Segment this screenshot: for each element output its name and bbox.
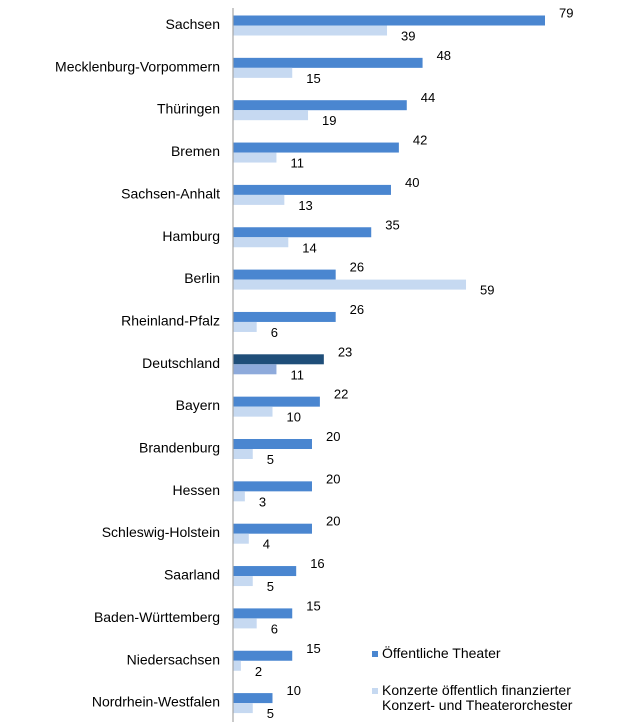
bar-sachsen-anhalt-series-2 [233,194,285,205]
bar-brandenburg-series-1 [233,439,312,449]
bar-mecklenburg-vorpommern-series-1 [233,57,423,68]
bar-bremen-series-2 [233,152,277,163]
value-label-thüringen-series-1: 44 [421,90,435,105]
value-label-hamburg-series-1: 35 [385,217,399,232]
legend-label-series-1: Öffentliche Theater [382,644,501,661]
bar-berlin-series-2 [233,279,467,290]
category-label-sachsen: Sachsen [166,16,220,32]
value-label-brandenburg-series-2: 5 [267,452,274,467]
bar-rheinland-pfalz-series-2 [233,321,257,332]
bar-deutschland-series-1 [233,354,324,365]
bar-nordrhein-westfalen-series-1 [233,693,273,704]
bar-rheinland-pfalz-series-1 [233,311,336,322]
value-label-niedersachsen-series-1: 15 [306,641,320,656]
category-label-niedersachsen: Niedersachsen [127,651,220,667]
bar-bremen-series-1 [233,142,399,153]
bar-berlin-series-1 [233,269,336,280]
bar-nordrhein-westfalen-series-2 [233,703,253,714]
value-label-mecklenburg-vorpommern-series-1: 48 [437,48,451,63]
value-label-berlin-series-2: 59 [480,283,494,298]
category-label-thüringen: Thüringen [157,101,220,117]
category-label-bayern: Bayern [176,397,220,413]
category-label-rheinland-pfalz: Rheinland-Pfalz [121,312,220,328]
bar-thüringen-series-2 [233,110,309,121]
category-label-hessen: Hessen [173,482,220,498]
category-label-bremen: Bremen [171,143,220,159]
bar-baden-württemberg-series-2 [233,618,257,629]
category-label-sachsen-anhalt: Sachsen-Anhalt [121,185,220,201]
bar-sachsen-anhalt-series-1 [233,184,391,195]
bar-deutschland-series-2 [233,364,277,375]
bar-saarland-series-2 [233,576,253,587]
bar-sachsen-series-1 [233,15,545,26]
bar-hamburg-series-1 [233,227,372,238]
value-label-deutschland-series-1: 23 [338,344,352,359]
value-label-bayern-series-2: 10 [286,410,300,425]
bar-niedersachsen-series-2 [233,660,241,671]
value-label-schleswig-holstein-series-1: 20 [326,514,340,529]
bar-niedersachsen-series-1 [233,650,293,661]
value-label-baden-württemberg-series-2: 6 [271,621,278,636]
category-label-deutschland: Deutschland [142,355,220,371]
bar-bayern-series-1 [233,396,320,407]
value-label-mecklenburg-vorpommern-series-2: 15 [306,71,320,86]
category-label-schleswig-holstein: Schleswig-Holstein [102,524,220,540]
value-label-rheinland-pfalz-series-1: 26 [350,302,364,317]
value-label-deutschland-series-2: 11 [290,367,304,382]
value-label-saarland-series-1: 16 [310,556,324,571]
value-label-sachsen-series-2: 39 [401,29,415,44]
category-label-hamburg: Hamburg [162,228,220,244]
value-label-niedersachsen-series-2: 2 [255,664,262,679]
value-label-hessen-series-2: 3 [259,494,266,509]
bar-hessen-series-1 [233,481,312,492]
legend-swatch-series-1 [372,651,378,657]
value-label-baden-württemberg-series-1: 15 [306,598,320,613]
value-label-brandenburg-series-1: 20 [326,429,340,444]
category-label-baden-württemberg: Baden-Württemberg [94,609,220,625]
legend-label-series-2: Konzerte öffentlich finanzierter Konzert-… [382,682,573,713]
value-label-bayern-series-1: 22 [334,387,348,402]
bar-bayern-series-2 [233,406,273,417]
category-label-mecklenburg-vorpommern: Mecklenburg-Vorpommern [55,58,220,74]
bars-layer [233,15,545,714]
value-label-sachsen-anhalt-series-1: 40 [405,175,419,190]
bar-schleswig-holstein-series-1 [233,523,312,534]
value-label-bremen-series-2: 11 [290,156,304,171]
category-label-brandenburg: Brandenburg [139,440,220,456]
value-label-hessen-series-1: 20 [326,471,340,486]
value-label-sachsen-anhalt-series-2: 13 [298,198,312,213]
category-label-berlin: Berlin [184,270,220,286]
bar-thüringen-series-1 [233,100,407,111]
category-label-nordrhein-westfalen: Nordrhein-Westfalen [92,694,220,710]
legend-swatch-series-2 [372,688,378,694]
bar-brandenburg-series-2 [233,449,253,459]
bar-hamburg-series-2 [233,237,289,248]
value-label-nordrhein-westfalen-series-1: 10 [286,683,300,698]
category-label-saarland: Saarland [164,567,220,583]
bar-saarland-series-1 [233,566,297,577]
value-label-schleswig-holstein-series-2: 4 [263,537,270,552]
value-label-sachsen-series-1: 79 [559,6,573,21]
value-label-rheinland-pfalz-series-2: 6 [271,325,278,340]
legend: Öffentliche Theater Konzerte öffentlich f… [372,644,573,713]
value-label-nordrhein-westfalen-series-2: 5 [267,706,274,721]
value-label-hamburg-series-2: 14 [302,240,316,255]
bar-mecklenburg-vorpommern-series-2 [233,67,293,78]
bar-baden-württemberg-series-1 [233,608,293,619]
value-label-saarland-series-2: 5 [267,579,274,594]
value-label-berlin-series-1: 26 [350,260,364,275]
labels-layer: Sachsen 79 39 Mecklenburg-Vorpommern 48 15 Thü… [55,6,573,722]
bar-hessen-series-2 [233,491,245,502]
value-label-thüringen-series-2: 19 [322,113,336,128]
bar-sachsen-series-2 [233,25,388,36]
bar-schleswig-holstein-series-2 [233,533,249,544]
value-label-bremen-series-1: 42 [413,133,427,148]
